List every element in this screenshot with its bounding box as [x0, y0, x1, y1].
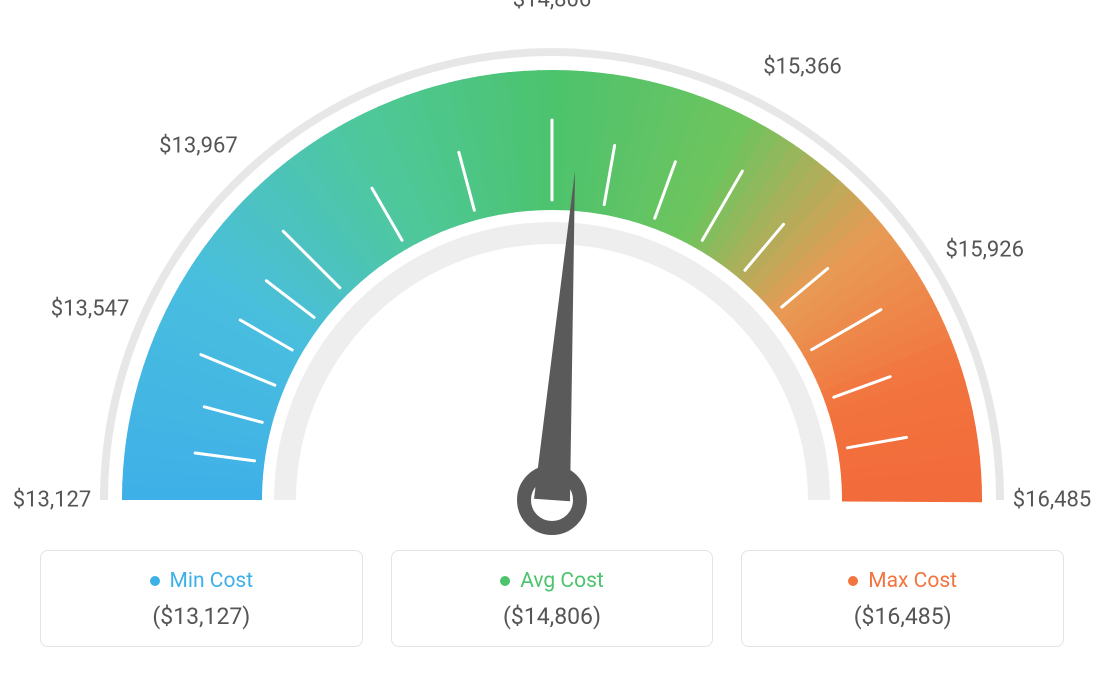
gauge-scale-label: $13,127: [13, 488, 92, 513]
max-cost-label: Max Cost: [868, 569, 957, 593]
min-cost-value: ($13,127): [51, 603, 352, 630]
gauge-scale-label: $15,926: [945, 237, 1024, 262]
legend-cards: Min Cost ($13,127) Avg Cost ($14,806) Ma…: [0, 550, 1104, 647]
gauge-scale-label: $14,806: [513, 0, 592, 13]
min-cost-dot: [150, 576, 160, 586]
gauge-scale-label: $13,547: [51, 296, 130, 321]
max-cost-dot: [848, 576, 858, 586]
avg-cost-card: Avg Cost ($14,806): [391, 550, 714, 647]
max-cost-card: Max Cost ($16,485): [741, 550, 1064, 647]
gauge-needle: [534, 171, 575, 501]
max-cost-value: ($16,485): [752, 603, 1053, 630]
min-cost-header: Min Cost: [51, 569, 352, 593]
gauge-scale-label: $15,366: [763, 55, 842, 80]
avg-cost-header: Avg Cost: [402, 569, 703, 593]
min-cost-card: Min Cost ($13,127): [40, 550, 363, 647]
max-cost-header: Max Cost: [752, 569, 1053, 593]
min-cost-label: Min Cost: [170, 569, 254, 593]
avg-cost-label: Avg Cost: [520, 569, 604, 593]
gauge-svg: [0, 0, 1104, 560]
gauge-scale-label: $13,967: [159, 134, 238, 159]
gauge-chart: $13,127 $13,547 $13,967 $14,806 $15,366 $15,9…: [0, 0, 1104, 560]
avg-cost-value: ($14,806): [402, 603, 703, 630]
avg-cost-dot: [500, 576, 510, 586]
gauge-scale-label: $16,485: [1013, 488, 1092, 513]
